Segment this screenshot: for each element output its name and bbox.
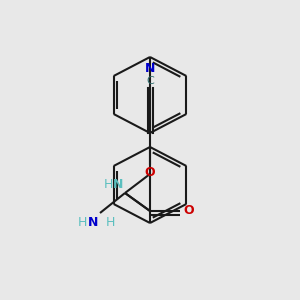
Text: O: O xyxy=(145,166,155,179)
Text: N: N xyxy=(88,216,98,229)
Text: O: O xyxy=(183,205,194,218)
Text: H: H xyxy=(78,216,87,229)
Text: N: N xyxy=(112,178,123,191)
Text: H: H xyxy=(106,216,116,229)
Text: C: C xyxy=(146,76,154,86)
Text: N: N xyxy=(145,62,155,75)
Text: H: H xyxy=(103,178,113,191)
